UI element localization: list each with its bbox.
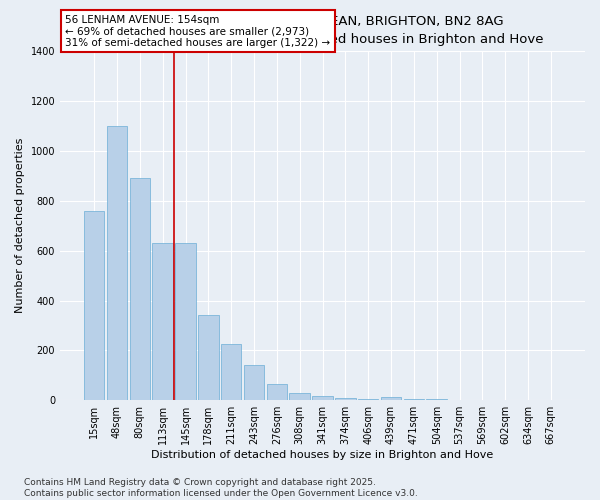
Bar (289, 392, 310, 400)
Bar (266, 384, 287, 400)
Bar (84, 211, 104, 400)
Bar (221, 344, 241, 400)
Bar (335, 398, 356, 400)
Bar (358, 399, 379, 400)
X-axis label: Distribution of detached houses by size in Brighton and Hove: Distribution of detached houses by size … (151, 450, 494, 460)
Bar (107, 126, 127, 400)
Bar (244, 366, 264, 400)
Bar (130, 178, 150, 400)
Text: 56 LENHAM AVENUE: 154sqm
← 69% of detached houses are smaller (2,973)
31% of sem: 56 LENHAM AVENUE: 154sqm ← 69% of detach… (65, 14, 331, 48)
Bar (175, 243, 196, 400)
Title: 56, LENHAM AVENUE, SALTDEAN, BRIGHTON, BN2 8AG
Size of property relative to deta: 56, LENHAM AVENUE, SALTDEAN, BRIGHTON, B… (101, 15, 544, 46)
Bar (404, 399, 424, 400)
Bar (198, 316, 218, 400)
Text: Contains HM Land Registry data © Crown copyright and database right 2025.
Contai: Contains HM Land Registry data © Crown c… (24, 478, 418, 498)
Bar (152, 243, 173, 400)
Bar (381, 397, 401, 400)
Y-axis label: Number of detached properties: Number of detached properties (15, 138, 25, 314)
Bar (312, 396, 333, 400)
